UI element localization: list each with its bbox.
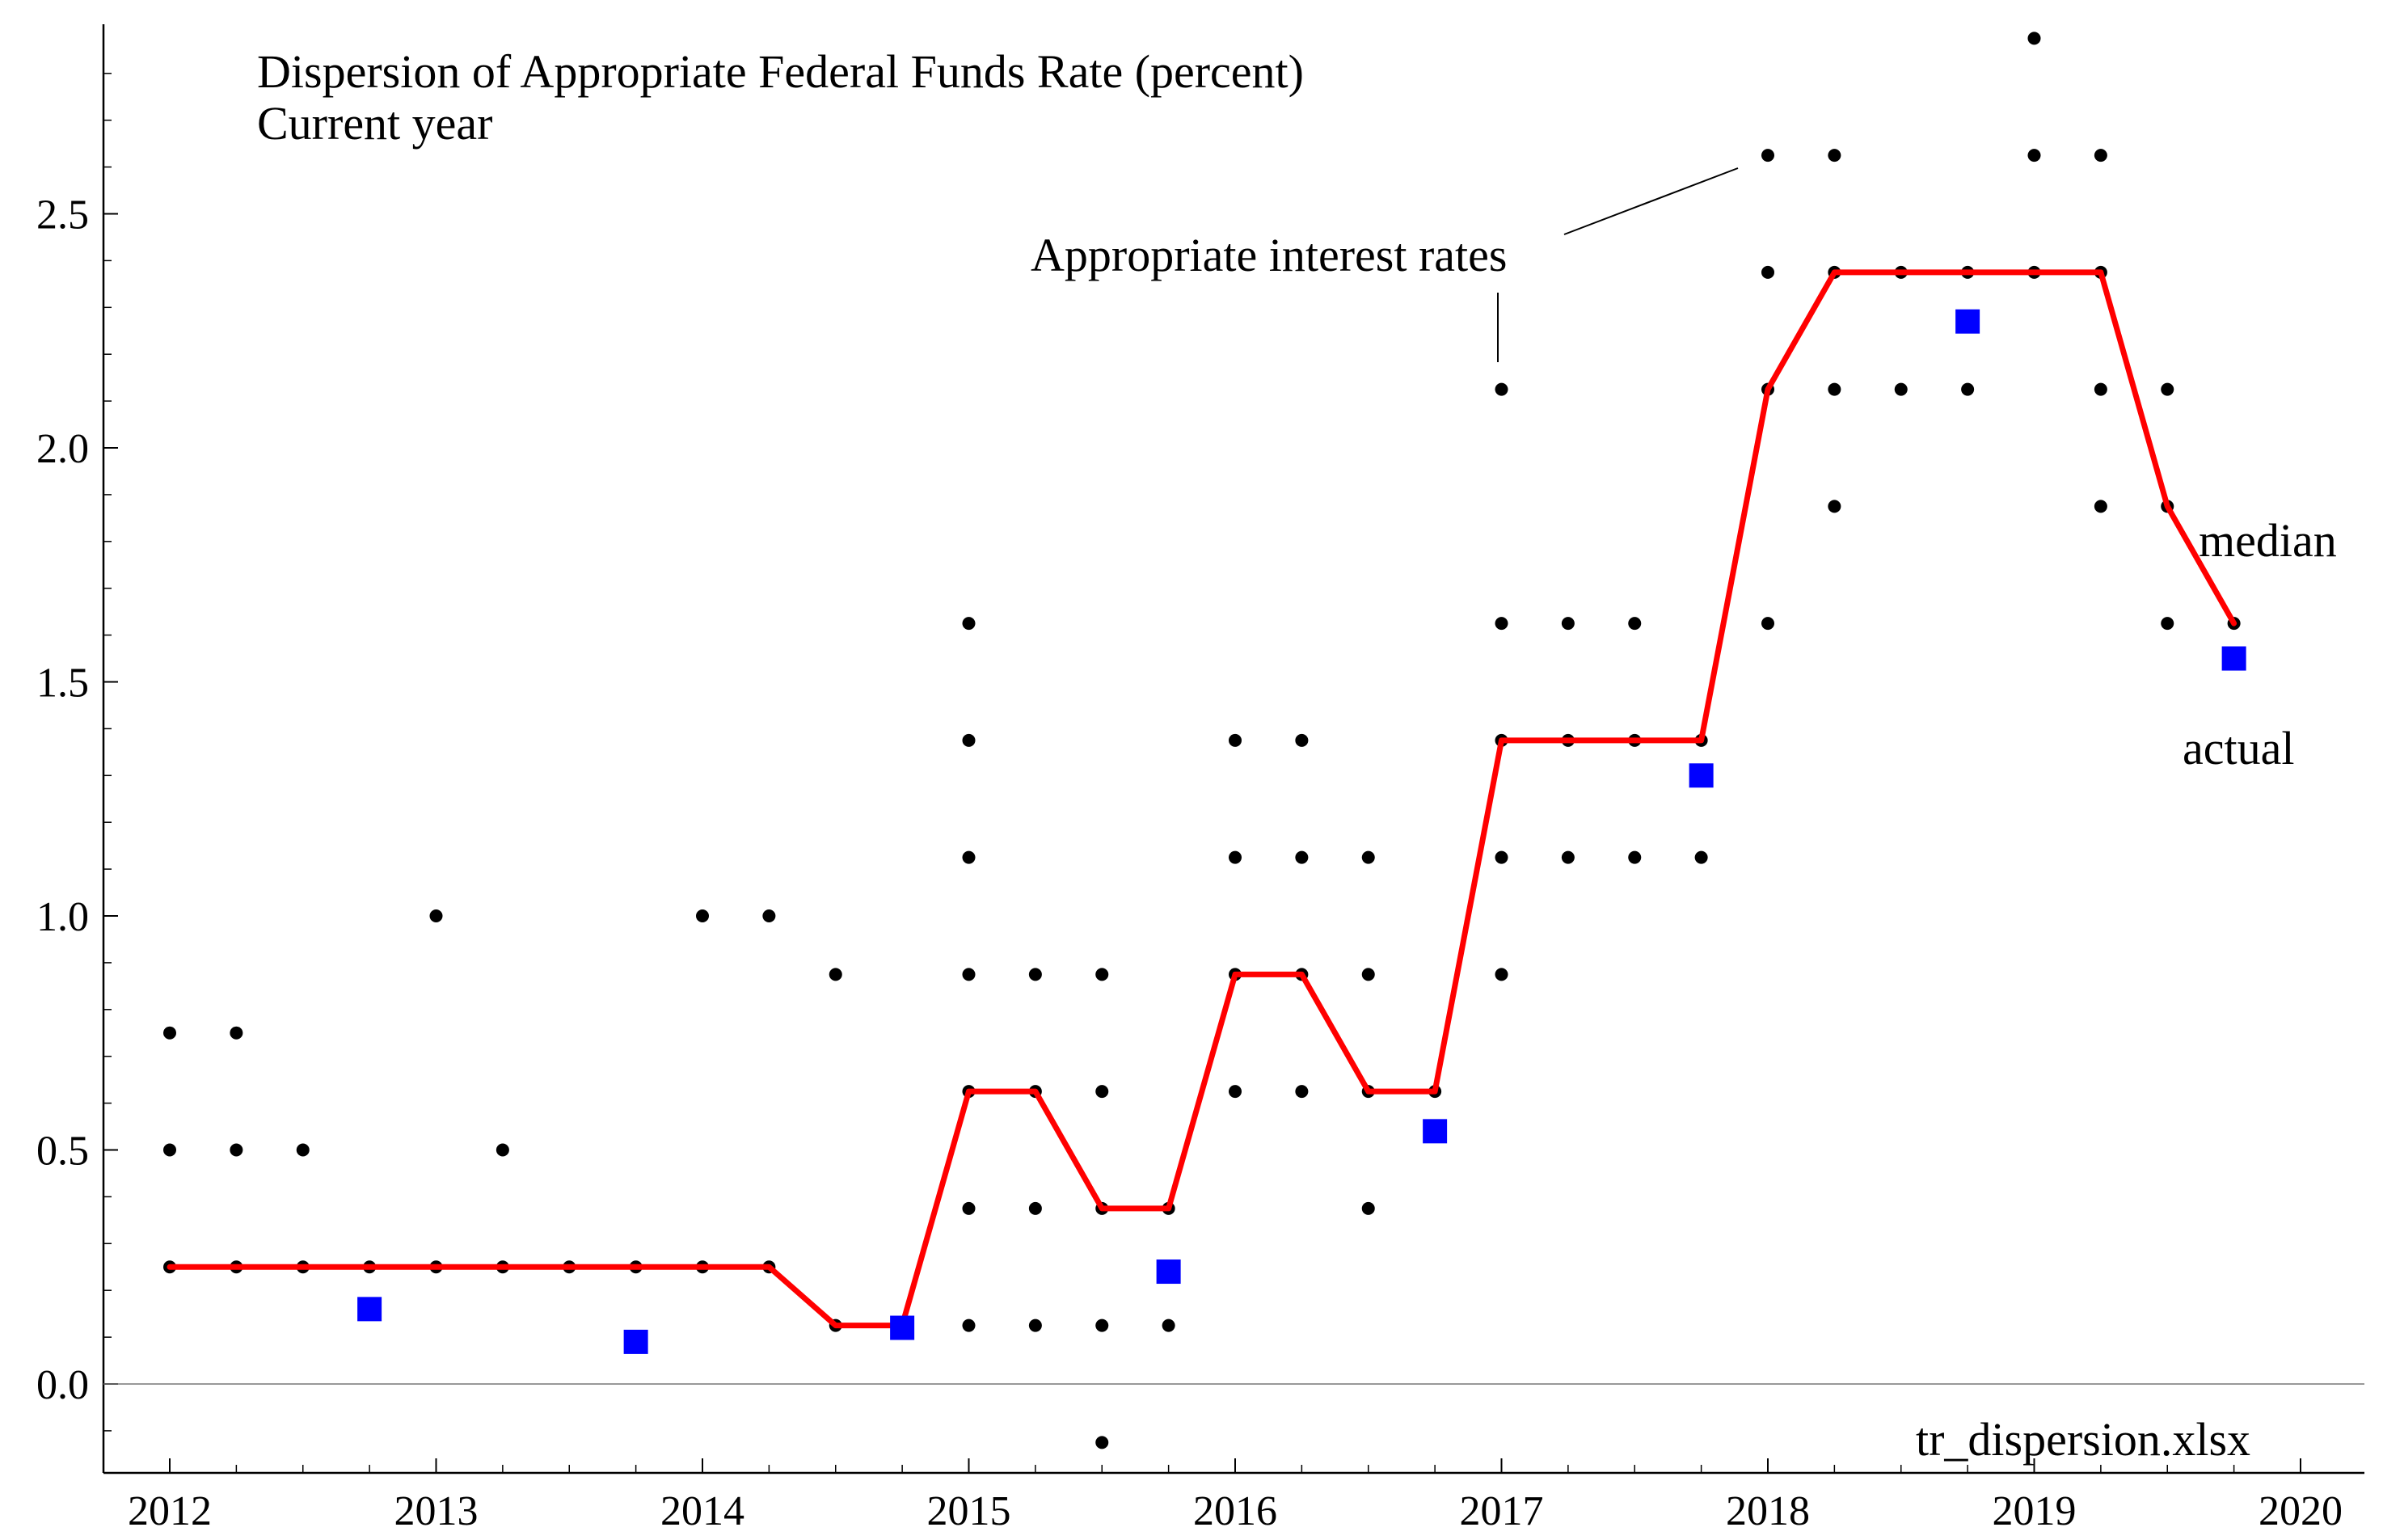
rate-dot — [1095, 968, 1109, 981]
rate-dot — [1028, 968, 1042, 981]
rate-dot — [1628, 850, 1642, 864]
rate-dot — [962, 850, 976, 864]
rate-dot — [1894, 382, 1908, 396]
x-tick-label: 2019 — [1993, 1488, 2077, 1534]
y-tick-label: 1.0 — [36, 894, 89, 940]
rate-dot — [1295, 1085, 1309, 1099]
rate-dot — [1761, 149, 1774, 162]
rate-dot — [1229, 850, 1242, 864]
y-tick-label: 0.5 — [36, 1129, 89, 1175]
rate-dot — [230, 1143, 243, 1157]
x-tick-label: 2013 — [394, 1488, 479, 1534]
rate-dot — [962, 617, 976, 631]
rate-dot — [1361, 850, 1375, 864]
source-annotation: tr_dispersion.xlsx — [1916, 1413, 2250, 1466]
rate-dot — [1561, 617, 1575, 631]
rate-dot — [1828, 382, 1841, 396]
rate-dot — [1095, 1318, 1109, 1332]
rate-dot — [2027, 149, 2041, 162]
rate-dot — [1028, 1318, 1042, 1332]
actual-marker — [1955, 309, 1980, 334]
actual-annotation: actual — [2183, 722, 2294, 774]
y-tick-label: 1.5 — [36, 660, 89, 707]
rate-dot — [2094, 382, 2107, 396]
y-tick-label: 2.0 — [36, 426, 89, 472]
rate-dot — [1229, 733, 1242, 747]
rate-dot — [962, 1318, 976, 1332]
rate-dot — [1495, 850, 1508, 864]
rate-dot — [1828, 149, 1841, 162]
x-tick-label: 2017 — [1460, 1488, 1544, 1534]
x-tick-label: 2018 — [1726, 1488, 1810, 1534]
actual-marker — [2221, 646, 2246, 671]
rate-dot — [962, 968, 976, 981]
rate-dot — [1694, 850, 1708, 864]
chart-subtitle: Current year — [257, 97, 492, 150]
rate-dot — [2094, 149, 2107, 162]
y-tick-label: 2.5 — [36, 192, 89, 238]
actual-marker — [357, 1297, 382, 1322]
median-annotation: median — [2199, 514, 2337, 567]
median-series — [167, 269, 2237, 1329]
rate-dot — [1761, 617, 1774, 631]
rate-dot — [762, 909, 776, 922]
rate-dot — [1961, 382, 1975, 396]
rate-dot — [2161, 382, 2174, 396]
rate-dot — [1095, 1436, 1109, 1449]
x-tick-label: 2015 — [927, 1488, 1011, 1534]
actual-series — [357, 309, 2246, 1354]
rate-dot — [696, 909, 709, 922]
actual-marker — [1423, 1119, 1448, 1144]
axes — [102, 24, 2364, 1475]
tick-labels: 2012 2013 2014 2015 2016 2017 2018 2019 2020 0.0 0… — [36, 192, 2343, 1535]
rate-dot — [1628, 617, 1642, 631]
x-tick-label: 2012 — [128, 1488, 212, 1534]
rate-dot — [1295, 733, 1309, 747]
chart-title: Dispersion of Appropriate Federal Funds … — [257, 45, 1304, 98]
actual-marker — [890, 1315, 915, 1340]
rate-dot — [1361, 968, 1375, 981]
rate-dot — [230, 1026, 243, 1040]
rate-dot — [1295, 850, 1309, 864]
rate-dot — [1495, 382, 1508, 396]
rate-dot — [163, 1143, 176, 1157]
rate-dot — [1361, 1201, 1375, 1215]
x-tick-label: 2020 — [2259, 1488, 2343, 1534]
rate-dot — [163, 1026, 176, 1040]
rate-dot — [1761, 265, 1774, 279]
y-tick-label: 0.0 — [36, 1362, 89, 1408]
rate-dot — [296, 1143, 310, 1157]
rate-dot — [1229, 1085, 1242, 1099]
rate-dot — [1828, 500, 1841, 513]
x-tick-label: 2014 — [660, 1488, 744, 1534]
rate-dot — [1095, 1085, 1109, 1099]
actual-marker — [1689, 763, 1714, 788]
leader-line — [1563, 167, 1739, 235]
rate-dot — [1561, 850, 1575, 864]
actual-marker — [1156, 1259, 1181, 1285]
rate-dot — [962, 1201, 976, 1215]
rate-dot — [829, 968, 842, 981]
rate-dot — [496, 1143, 509, 1157]
dots-annotation: Appropriate interest rates — [1031, 229, 1507, 281]
rate-dot — [2027, 32, 2041, 45]
actual-marker — [623, 1329, 648, 1354]
x-tick-label: 2016 — [1193, 1488, 1277, 1534]
rate-dot — [1028, 1201, 1042, 1215]
rate-dot — [1162, 1318, 1175, 1332]
rate-dot — [429, 909, 443, 922]
rate-dot — [1495, 617, 1508, 631]
rate-dot — [2161, 617, 2174, 631]
median-line — [167, 269, 2237, 1329]
rate-dot — [962, 733, 976, 747]
rate-dot — [2094, 500, 2107, 513]
rate-dot — [1495, 968, 1508, 981]
leader-lines — [1497, 167, 1739, 362]
